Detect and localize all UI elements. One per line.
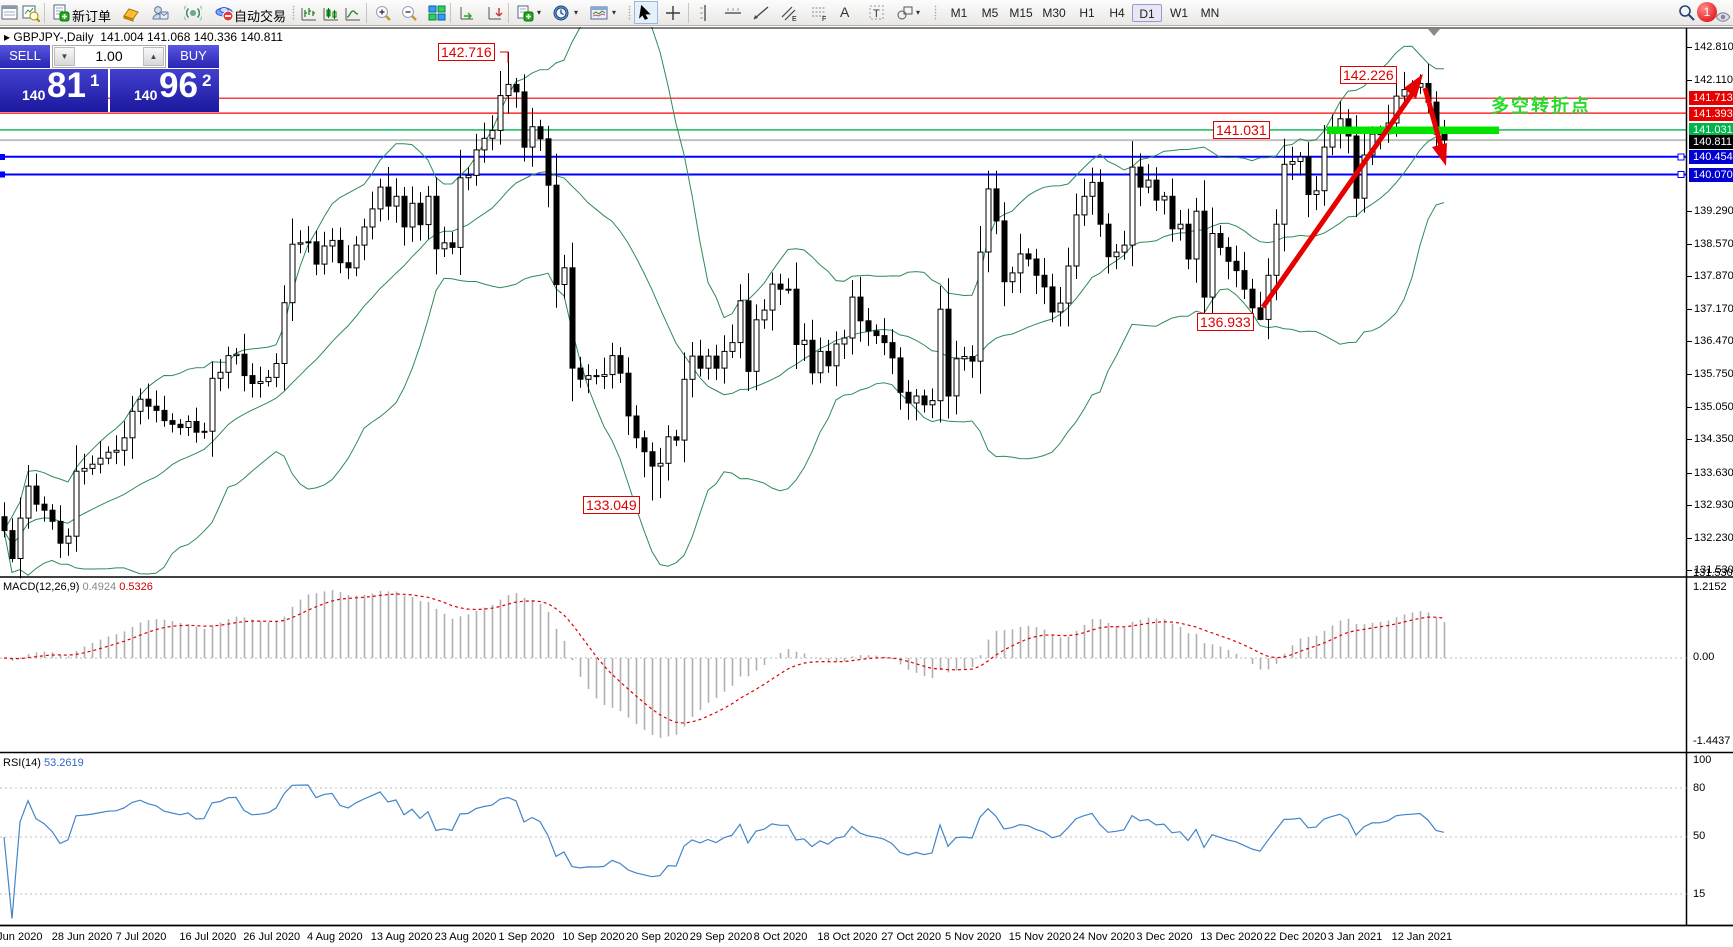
svg-text:F: F [822, 16, 826, 22]
svg-text:T: T [873, 8, 880, 20]
svg-text:E: E [792, 16, 797, 22]
